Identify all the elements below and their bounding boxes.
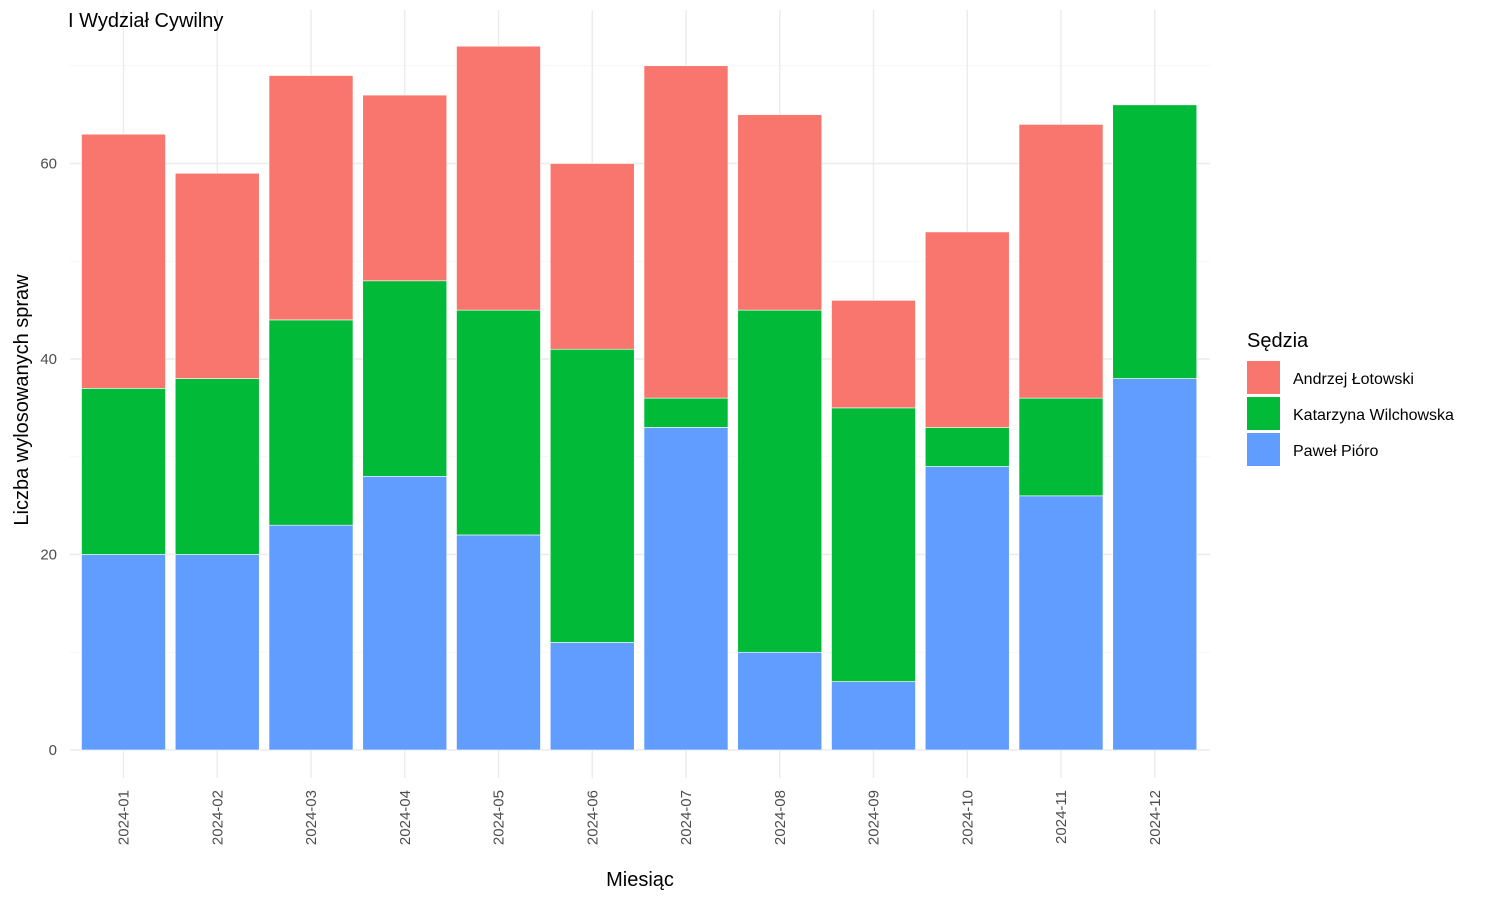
bar-segment [1018, 124, 1104, 399]
bar-segment [924, 231, 1010, 428]
legend-key [1247, 361, 1280, 394]
bar-segment [643, 427, 729, 751]
legend-label: Paweł Pióro [1293, 443, 1378, 460]
x-tick-label: 2024-04 [397, 790, 414, 845]
bar-segment [362, 475, 448, 751]
bar-segment [831, 681, 916, 751]
x-tick-label: 2024-10 [959, 790, 976, 845]
bar-segment [456, 534, 541, 751]
bars [81, 45, 1198, 751]
bar-segment [549, 348, 635, 643]
legend-label: Andrzej Łotowski [1293, 371, 1414, 388]
legend-key [1247, 397, 1280, 430]
bar-segment [456, 45, 541, 311]
bar-segment [737, 114, 823, 311]
chart-title: I Wydział Cywilny [68, 10, 223, 32]
bar-segment [174, 172, 260, 379]
bar-segment [456, 309, 541, 536]
legend-label: Katarzyna Wilchowska [1293, 407, 1454, 424]
bar-segment [81, 554, 166, 751]
bar-segment [268, 75, 354, 321]
x-tick-label: 2024-12 [1147, 790, 1164, 845]
bar-segment [1018, 495, 1104, 751]
x-tick-label: 2024-11 [1053, 790, 1070, 844]
bar-segment [174, 378, 260, 555]
bar-segment [268, 319, 354, 526]
bar-segment [737, 309, 823, 653]
bar-segment [268, 524, 354, 751]
bar-segment [1112, 378, 1198, 751]
y-tick-label: 40 [40, 351, 57, 368]
x-tick-label: 2024-02 [209, 790, 226, 845]
legend: Sędzia Andrzej Łotowski Katarzyna Wilchow… [1247, 330, 1454, 466]
bar-segment [831, 407, 916, 682]
bar-segment [81, 133, 166, 389]
x-axis-title: Miesiąc [606, 869, 674, 891]
y-axis-ticks: 0 20 40 60 [40, 156, 57, 760]
y-axis-title: Liczba wylosowanych spraw [11, 274, 33, 526]
bar-segment [737, 651, 823, 751]
x-tick-label: 2024-03 [303, 790, 320, 845]
legend-title: Sędzia [1247, 330, 1309, 352]
y-tick-label: 20 [40, 547, 57, 564]
x-tick-label: 2024-06 [584, 790, 601, 845]
bar-segment [643, 397, 729, 428]
bar-segment [362, 280, 448, 477]
bar-segment [1018, 397, 1104, 497]
bar-segment [362, 94, 448, 282]
legend-key [1247, 433, 1280, 466]
x-tick-label: 2024-01 [116, 790, 133, 845]
y-tick-label: 0 [49, 742, 57, 759]
bar-segment [174, 554, 260, 751]
bar-segment [1112, 104, 1198, 379]
x-tick-label: 2024-09 [866, 790, 883, 845]
x-tick-label: 2024-08 [772, 790, 789, 845]
bar-segment [831, 300, 916, 409]
x-tick-label: 2024-05 [491, 790, 508, 845]
x-tick-label: 2024-07 [678, 790, 695, 845]
y-tick-label: 60 [40, 156, 57, 173]
bar-segment [549, 163, 635, 350]
bar-segment [643, 65, 729, 399]
bar-segment [549, 642, 635, 751]
x-axis-ticks: 2024-01 2024-02 2024-03 2024-04 2024-05 2024-… [116, 790, 1164, 845]
bar-segment [924, 466, 1010, 751]
bar-segment [924, 427, 1010, 467]
bar-segment [81, 388, 166, 555]
